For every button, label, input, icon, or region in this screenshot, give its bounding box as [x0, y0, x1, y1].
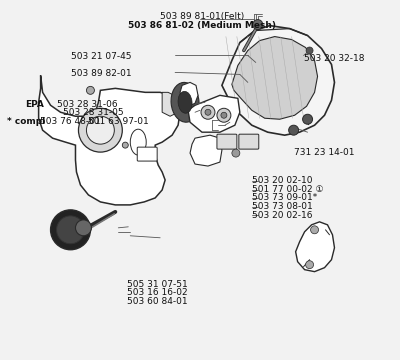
- Text: 731 23 14-01: 731 23 14-01: [294, 148, 354, 157]
- Polygon shape: [180, 82, 198, 106]
- Circle shape: [303, 114, 312, 124]
- Text: 503 28 31-05: 503 28 31-05: [62, 108, 123, 117]
- Polygon shape: [296, 222, 334, 272]
- Ellipse shape: [171, 82, 199, 122]
- Text: 501 63 97-01: 501 63 97-01: [88, 117, 148, 126]
- Circle shape: [76, 220, 92, 236]
- Circle shape: [221, 112, 227, 118]
- Circle shape: [306, 261, 314, 269]
- Circle shape: [310, 226, 318, 234]
- Text: 503 89 82-01: 503 89 82-01: [70, 69, 131, 78]
- Text: 503 76 48-01: 503 76 48-01: [40, 117, 100, 126]
- Text: * compl: * compl: [7, 117, 45, 126]
- Text: 503 73 08-01: 503 73 08-01: [252, 202, 312, 211]
- Polygon shape: [188, 95, 240, 132]
- Text: 503 20 02-16: 503 20 02-16: [252, 211, 312, 220]
- Circle shape: [217, 108, 231, 122]
- Circle shape: [56, 216, 84, 244]
- FancyBboxPatch shape: [217, 134, 237, 149]
- Text: 503 20 02-10: 503 20 02-10: [252, 176, 312, 185]
- Circle shape: [289, 125, 299, 135]
- Text: 503 89 81-01(Felt): 503 89 81-01(Felt): [160, 12, 244, 21]
- Polygon shape: [232, 37, 318, 119]
- FancyBboxPatch shape: [137, 147, 157, 161]
- Text: 503 28 31-06: 503 28 31-06: [56, 100, 117, 109]
- Circle shape: [253, 20, 263, 30]
- Ellipse shape: [178, 91, 192, 113]
- Ellipse shape: [130, 129, 146, 155]
- Text: 501 77 00-02 ①: 501 77 00-02 ①: [252, 185, 324, 194]
- Text: 503 20 32-18: 503 20 32-18: [304, 54, 364, 63]
- Text: 503 21 07-45: 503 21 07-45: [70, 52, 131, 61]
- Circle shape: [86, 86, 94, 94]
- Circle shape: [205, 109, 211, 115]
- Circle shape: [201, 105, 215, 119]
- Polygon shape: [162, 92, 178, 116]
- Circle shape: [78, 108, 122, 152]
- Text: 503 60 84-01: 503 60 84-01: [128, 297, 188, 306]
- FancyBboxPatch shape: [239, 134, 259, 149]
- Text: 505 31 07-51: 505 31 07-51: [128, 280, 188, 289]
- Text: 503 16 16-02: 503 16 16-02: [128, 288, 188, 297]
- Text: 503 86 81-02 (Medium Mesh): 503 86 81-02 (Medium Mesh): [128, 21, 276, 30]
- Circle shape: [50, 210, 90, 250]
- Circle shape: [86, 116, 114, 144]
- Circle shape: [306, 47, 313, 54]
- Polygon shape: [222, 26, 334, 135]
- Text: EPA: EPA: [25, 100, 44, 109]
- Text: 503 73 09-01*: 503 73 09-01*: [252, 193, 317, 202]
- Polygon shape: [39, 75, 180, 205]
- Circle shape: [232, 149, 240, 157]
- Circle shape: [122, 142, 128, 148]
- Polygon shape: [190, 135, 222, 166]
